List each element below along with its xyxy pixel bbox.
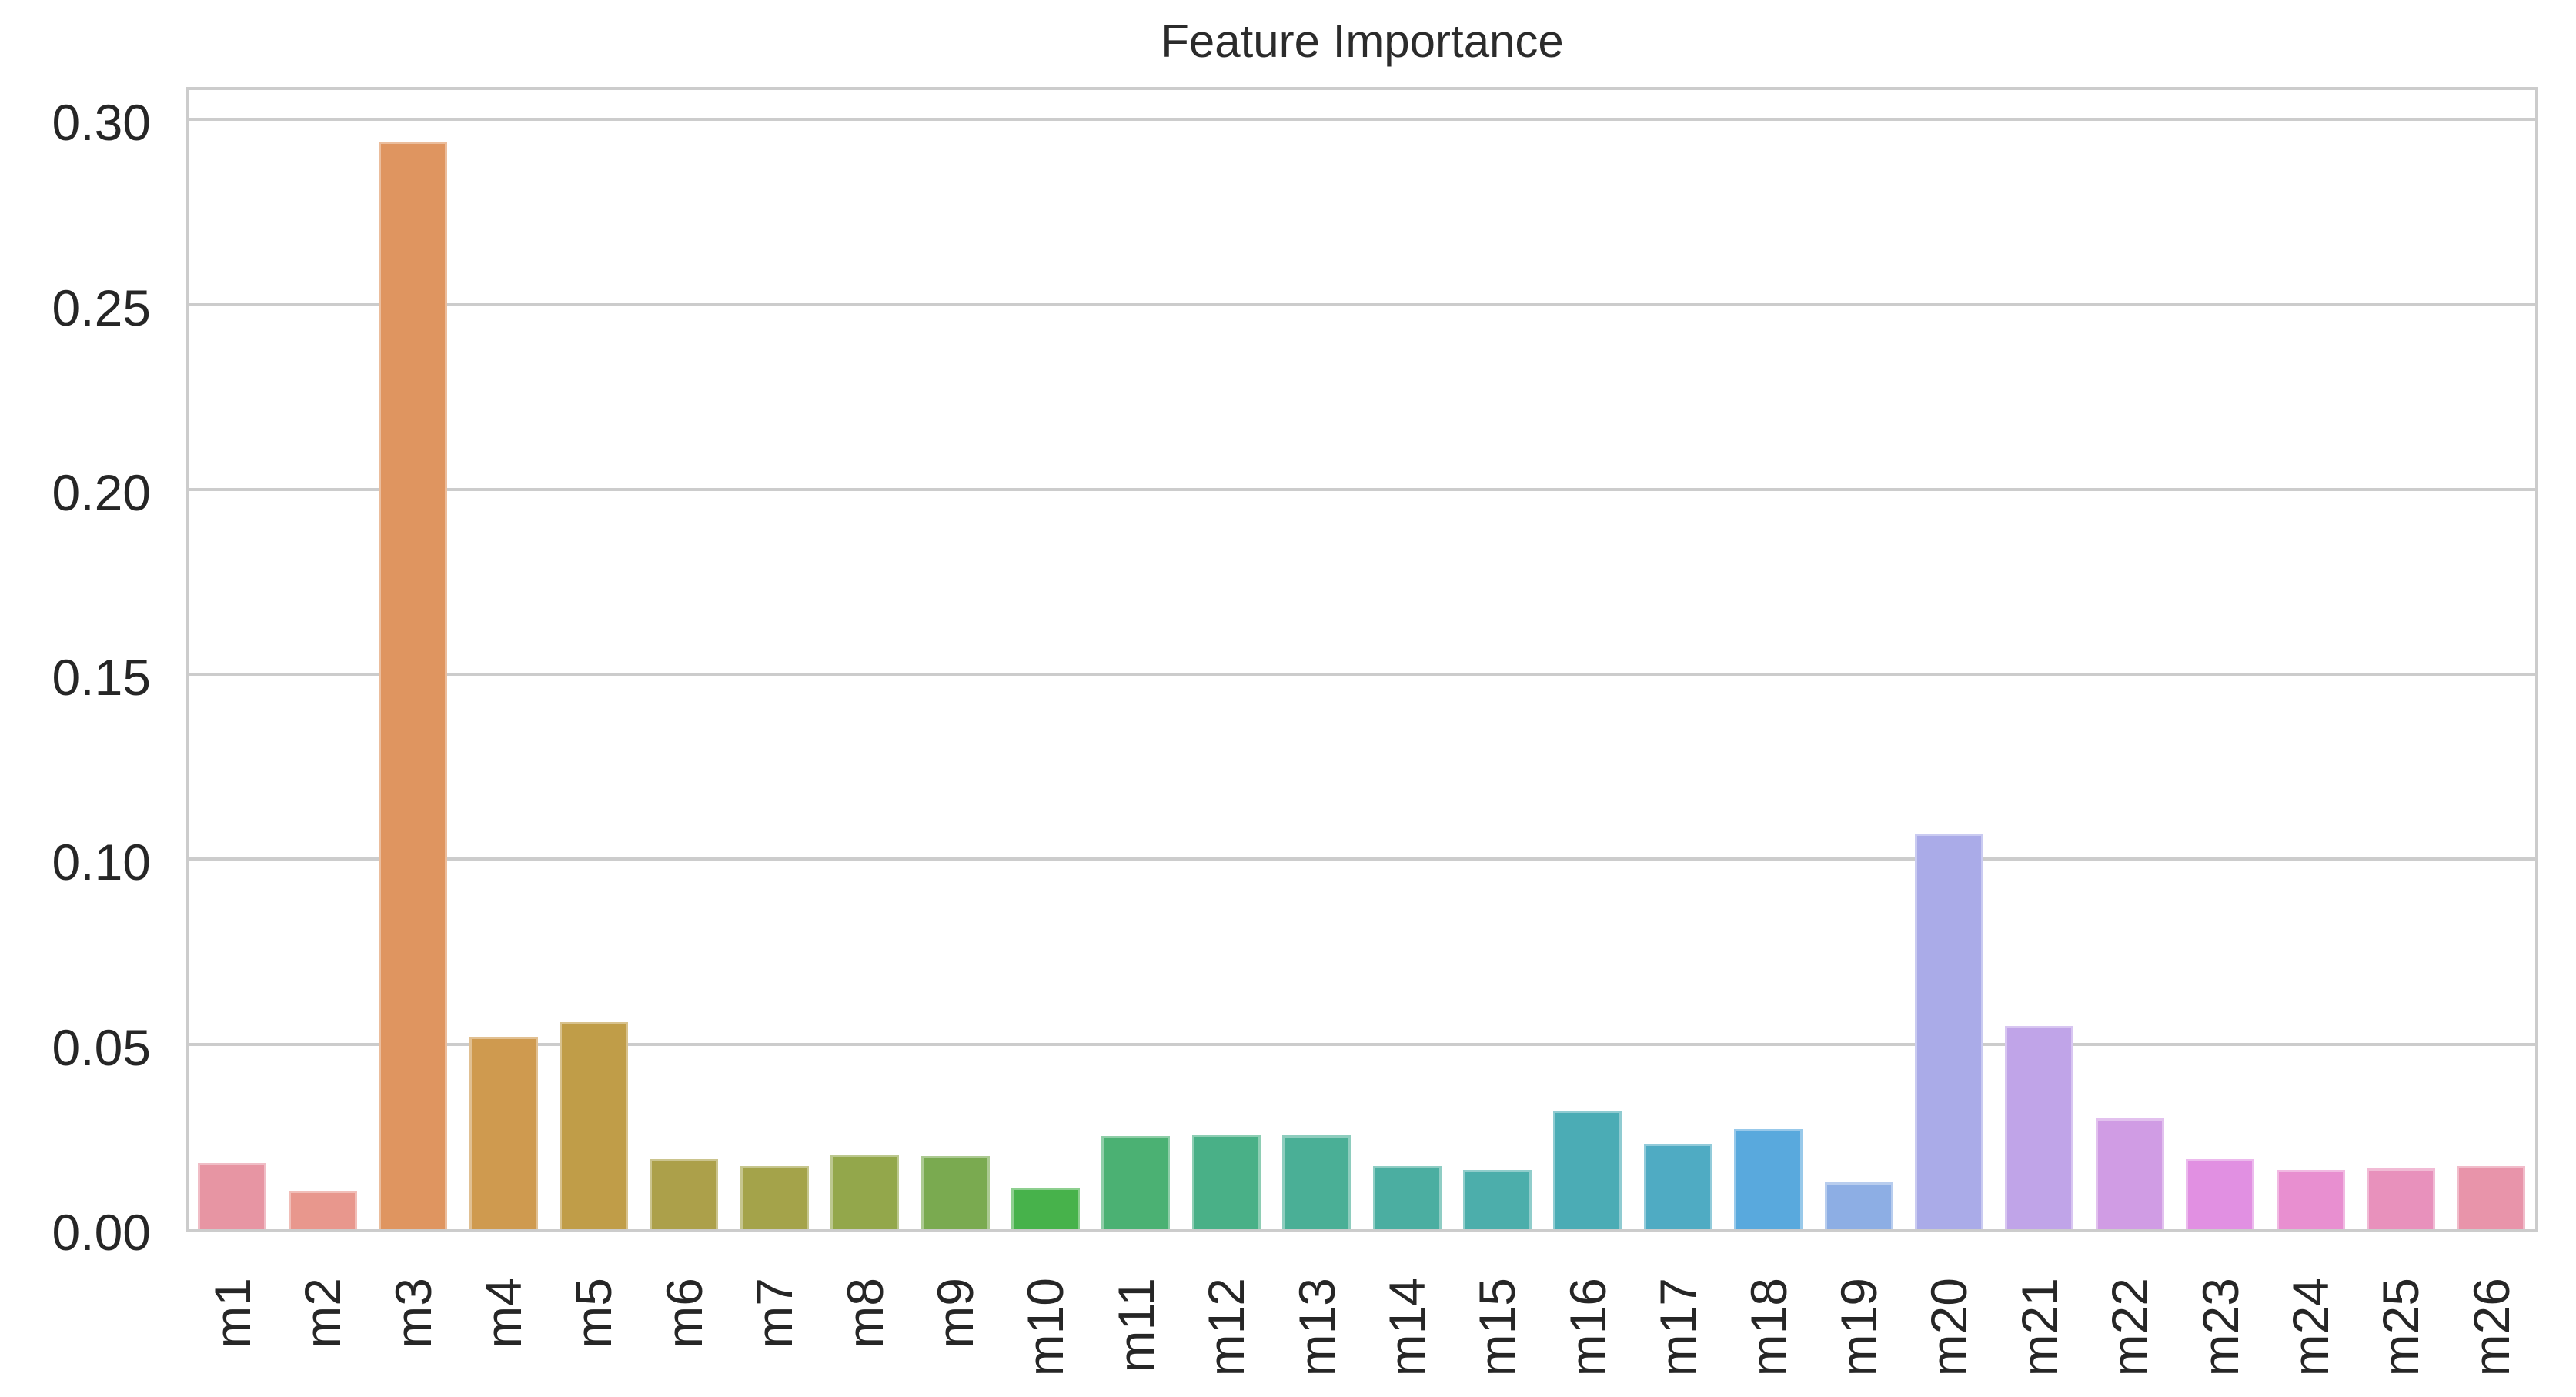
gridline-y-0.25 [189,302,2535,306]
bar-m13 [1282,1135,1351,1229]
bar-m3 [379,142,448,1229]
x-tick-label-m14: m14 [1378,1278,1435,1377]
bar-m6 [650,1158,719,1229]
y-tick-label-0.30: 0.30 [52,94,151,152]
y-tick-label-0.25: 0.25 [52,279,151,336]
bar-m8 [830,1154,900,1229]
x-tick-label-m7: m7 [746,1278,804,1349]
x-tick-label-m17: m17 [1649,1278,1707,1377]
bar-m2 [288,1190,357,1229]
gridline-y-0.10 [189,857,2535,861]
x-tick-label-m2: m2 [294,1278,352,1349]
bar-m5 [559,1021,628,1229]
bar-m16 [1553,1111,1622,1229]
gridline-y-0.15 [189,673,2535,677]
bar-m14 [1372,1166,1442,1229]
x-tick-label-m20: m20 [1920,1278,1978,1377]
x-tick-label-m22: m22 [2101,1278,2159,1377]
x-tick-label-m26: m26 [2462,1278,2520,1377]
y-tick-label-0.05: 0.05 [52,1018,151,1076]
plot-area [186,87,2538,1232]
x-tick-label-m15: m15 [1468,1278,1526,1377]
bar-m22 [2095,1118,2164,1229]
x-tick-label-m24: m24 [2282,1278,2339,1377]
x-tick-label-m12: m12 [1198,1278,1255,1377]
bar-m24 [2276,1170,2345,1229]
y-tick-label-0.00: 0.00 [52,1204,151,1261]
gridline-y-0.20 [189,487,2535,491]
bar-m18 [1734,1129,1803,1229]
y-tick-label-0.10: 0.10 [52,834,151,891]
x-tick-label-m4: m4 [475,1278,532,1349]
bar-m26 [2457,1166,2526,1229]
gridline-y-0.30 [189,118,2535,122]
bar-m23 [2186,1158,2255,1229]
x-tick-label-m6: m6 [655,1278,713,1349]
bar-m7 [740,1166,809,1229]
bar-m15 [1462,1170,1532,1229]
bar-m12 [1191,1134,1261,1229]
x-tick-label-m25: m25 [2372,1278,2430,1377]
x-tick-label-m18: m18 [1739,1278,1797,1377]
x-tick-label-m10: m10 [1017,1278,1074,1377]
bar-m21 [2005,1025,2074,1229]
x-tick-label-m3: m3 [384,1278,442,1349]
bar-m4 [469,1037,538,1229]
bar-m9 [920,1155,990,1229]
x-tick-label-m1: m1 [203,1278,261,1349]
bar-m17 [1643,1144,1712,1229]
bar-m25 [2366,1168,2435,1229]
x-tick-label-m21: m21 [2010,1278,2068,1377]
x-tick-label-m19: m19 [1830,1278,1887,1377]
chart-title: Feature Importance [1161,15,1564,67]
bar-m11 [1101,1135,1171,1229]
x-tick-label-m13: m13 [1288,1278,1345,1377]
bar-m10 [1011,1187,1080,1229]
gridline-y-0.05 [189,1042,2535,1046]
x-tick-label-m16: m16 [1559,1278,1616,1377]
bar-m20 [1914,833,1983,1229]
bar-m19 [1824,1182,1893,1229]
x-tick-label-m5: m5 [565,1278,623,1349]
y-tick-label-0.15: 0.15 [52,649,151,707]
y-tick-label-0.20: 0.20 [52,463,151,521]
x-tick-label-m23: m23 [2191,1278,2249,1377]
x-tick-label-m11: m11 [1107,1278,1164,1373]
x-tick-label-m8: m8 [836,1278,894,1349]
x-tick-label-m9: m9 [927,1278,984,1349]
bar-m1 [198,1162,267,1229]
